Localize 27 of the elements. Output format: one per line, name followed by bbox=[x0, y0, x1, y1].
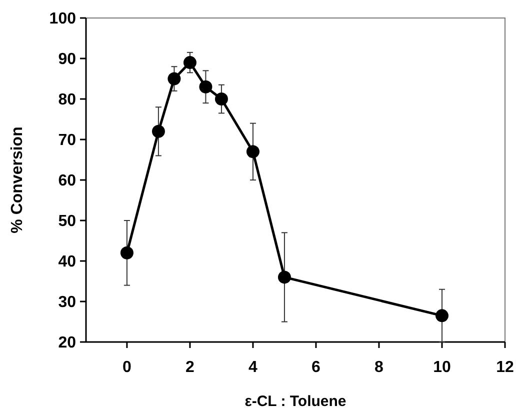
y-tick-label: 100 bbox=[49, 10, 76, 28]
x-tick-label: 4 bbox=[248, 359, 258, 376]
y-tick-label: 20 bbox=[58, 334, 76, 352]
y-axis-title: % Conversion bbox=[9, 126, 26, 234]
x-tick-label: 8 bbox=[374, 359, 384, 376]
point bbox=[435, 309, 448, 322]
point bbox=[214, 92, 228, 106]
x-tick-label: 6 bbox=[312, 359, 321, 376]
x-tick-label: 2 bbox=[186, 359, 195, 376]
y-tick-label: 80 bbox=[58, 92, 76, 109]
y-tick-label: 30 bbox=[58, 294, 76, 312]
point bbox=[183, 56, 196, 70]
y-tick-label: 90 bbox=[58, 51, 76, 68]
x-tick-label: 0 bbox=[122, 359, 132, 376]
x-tick-label: 10 bbox=[433, 359, 451, 376]
point bbox=[246, 145, 260, 158]
point bbox=[152, 124, 165, 138]
point bbox=[199, 80, 212, 94]
point bbox=[120, 246, 134, 260]
y-tick-label: 60 bbox=[58, 172, 76, 190]
x-axis-title: ε-CL : Toluene bbox=[244, 393, 346, 410]
y-tick-label: 50 bbox=[58, 213, 76, 230]
y-tick-label: 40 bbox=[58, 254, 76, 271]
y-tick-label: 70 bbox=[58, 132, 76, 150]
point bbox=[278, 270, 291, 284]
point bbox=[168, 72, 181, 86]
x-tick-label: 12 bbox=[496, 359, 514, 376]
